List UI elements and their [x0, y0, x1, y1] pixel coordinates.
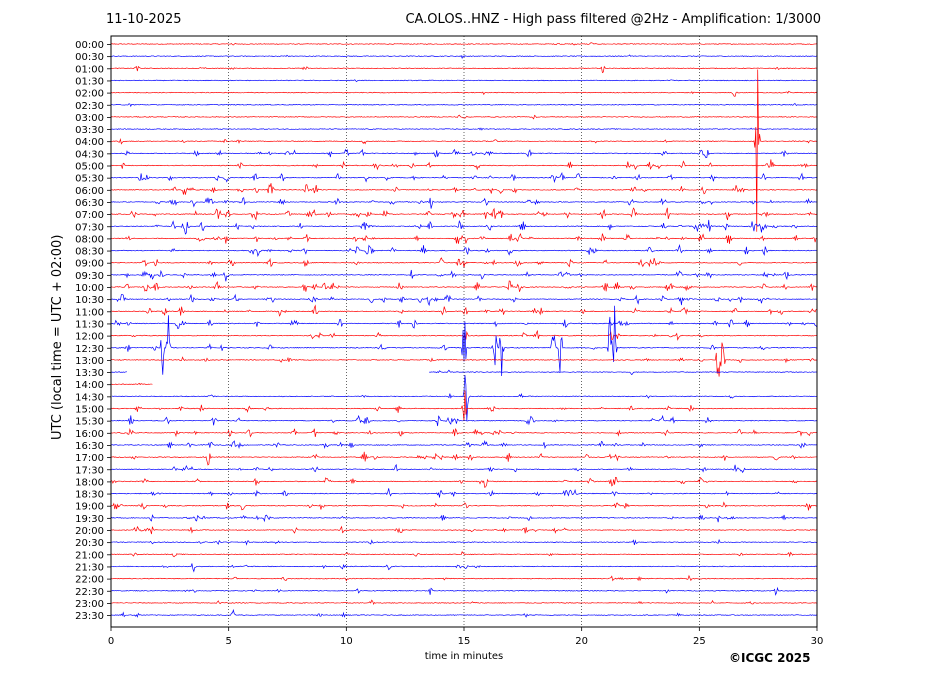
y-tick-label: 19:00 — [75, 502, 104, 513]
y-tick-label: 01:00 — [75, 64, 104, 75]
y-tick-label: 20:00 — [75, 526, 104, 537]
trace-line-0800 — [110, 232, 818, 244]
y-tick-label: 12:00 — [75, 332, 104, 343]
y-tick-label: 02:00 — [75, 89, 104, 100]
y-tick-label: 02:30 — [75, 101, 104, 112]
y-tick-label: 10:30 — [75, 295, 104, 306]
trace-line-0300 — [110, 114, 818, 120]
trace-line-0030 — [110, 54, 818, 59]
date-title: 11-10-2025 — [106, 12, 182, 27]
y-tick-label: 20:30 — [75, 538, 104, 549]
y-tick-label: 13:00 — [75, 356, 104, 367]
y-tick-label: 15:00 — [75, 405, 104, 416]
y-tick-label: 18:00 — [75, 477, 104, 488]
trace-line-1730 — [110, 463, 818, 474]
copyright-text: ©ICGC 2025 — [729, 651, 811, 665]
trace-line-0830 — [110, 243, 818, 257]
trace-line-1900 — [110, 501, 818, 511]
y-tick-label: 09:30 — [75, 271, 104, 282]
trace-line-0930 — [110, 269, 818, 282]
y-tick-label: 15:30 — [75, 417, 104, 428]
y-tick-label: 07:00 — [75, 210, 104, 221]
y-tick-label: 07:30 — [75, 222, 104, 233]
trace-line-2200 — [110, 574, 818, 582]
trace-line-1700 — [110, 451, 818, 466]
y-tick-label: 18:30 — [75, 490, 104, 501]
y-tick-label: 11:00 — [75, 307, 104, 318]
y-tick-label: 21:30 — [75, 562, 104, 573]
trace-line-1800 — [110, 476, 818, 488]
y-tick-label: 10:00 — [75, 283, 104, 294]
trace-line-0730 — [110, 219, 818, 235]
x-axis-ticks: 0 5 10 15 20 25 30 — [108, 627, 824, 647]
y-tick-label: 03:30 — [75, 125, 104, 136]
trace-line-2100 — [110, 551, 818, 558]
y-tick-label: 00:30 — [75, 52, 104, 63]
trace-line-1130 — [110, 318, 818, 330]
y-tick-label: 22:00 — [75, 575, 104, 586]
x-tick-label: 5 — [225, 636, 231, 647]
y-tick-label: 14:00 — [75, 380, 104, 391]
trace-lines — [110, 42, 818, 618]
y-tick-label: 08:00 — [75, 234, 104, 245]
trace-line-2030 — [110, 538, 818, 546]
y-tick-label: 17:00 — [75, 453, 104, 464]
x-tick-label: 30 — [811, 636, 824, 647]
y-tick-label: 03:00 — [75, 113, 104, 124]
trace-line-1000 — [110, 280, 818, 292]
trace-line-0630 — [110, 197, 818, 209]
y-tick-label: 00:00 — [75, 40, 104, 51]
y-tick-label: 12:30 — [75, 344, 104, 355]
trace-line-0100 — [110, 65, 818, 74]
trace-line-0130 — [110, 79, 818, 83]
y-tick-label: 06:00 — [75, 186, 104, 197]
y-tick-label: 14:30 — [75, 392, 104, 403]
y-tick-label: 13:30 — [75, 368, 104, 379]
x-tick-label: 25 — [693, 636, 706, 647]
y-axis-label: UTC (local time = UTC + 02:00) — [50, 234, 65, 440]
x-tick-label: 20 — [575, 636, 588, 647]
trace-line-0200 — [110, 90, 818, 97]
y-tick-label: 22:30 — [75, 587, 104, 598]
y-tick-label: 23:30 — [75, 611, 104, 622]
trace-line-1200 — [110, 329, 818, 341]
y-tick-label: 01:30 — [75, 76, 104, 87]
x-tick-label: 10 — [340, 636, 353, 647]
trace-line-1400 — [110, 382, 153, 386]
trace-line-2000 — [110, 525, 817, 535]
y-tick-label: 16:30 — [75, 441, 104, 452]
trace-line-0500 — [110, 159, 818, 171]
trace-line-1230 — [110, 305, 818, 377]
y-tick-label: 05:00 — [75, 162, 104, 173]
trace-line-1330 — [110, 369, 818, 375]
y-tick-label: 23:00 — [75, 599, 104, 610]
y-tick-label: 17:30 — [75, 465, 104, 476]
plot-frame — [110, 35, 818, 628]
trace-line-2130 — [110, 563, 818, 573]
x-tick-label: 15 — [458, 636, 471, 647]
trace-line-0900 — [110, 257, 818, 268]
y-tick-label: 05:30 — [75, 174, 104, 185]
y-tick-label: 04:30 — [75, 149, 104, 160]
x-axis-label: time in minutes — [424, 651, 504, 662]
y-tick-label: 11:30 — [75, 319, 104, 330]
y-tick-label: 09:00 — [75, 259, 104, 270]
chart-title: CA.OLOS..HNZ - High pass filtered @2Hz -… — [405, 12, 821, 27]
y-tick-label: 19:30 — [75, 514, 104, 525]
y-tick-label: 04:00 — [75, 137, 104, 148]
y-tick-label: 16:00 — [75, 429, 104, 440]
trace-line-1030 — [110, 293, 818, 307]
x-tick-label: 0 — [108, 636, 114, 647]
trace-line-2230 — [110, 586, 818, 596]
trace-line-1100 — [110, 304, 818, 317]
y-tick-label: 06:30 — [75, 198, 104, 209]
grid-lines — [228, 36, 700, 627]
trace-line-0000 — [110, 42, 818, 46]
y-tick-label: 21:00 — [75, 550, 104, 561]
y-tick-label: 08:30 — [75, 247, 104, 258]
